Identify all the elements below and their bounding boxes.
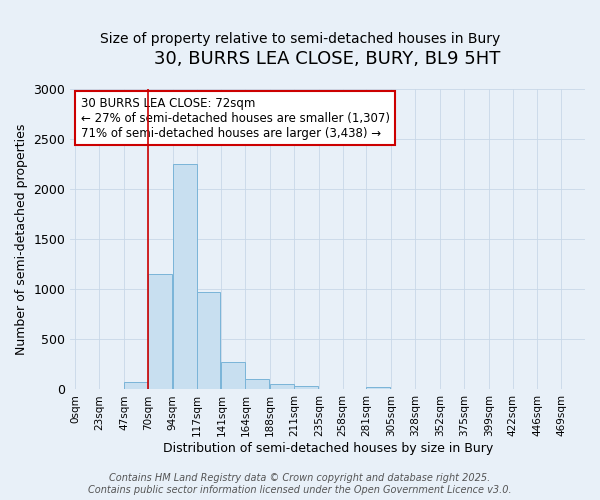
- Bar: [124, 382, 148, 390]
- X-axis label: Distribution of semi-detached houses by size in Bury: Distribution of semi-detached houses by …: [163, 442, 493, 455]
- Bar: [245, 379, 269, 390]
- Y-axis label: Number of semi-detached properties: Number of semi-detached properties: [15, 124, 28, 355]
- Bar: [148, 274, 172, 390]
- Text: Size of property relative to semi-detached houses in Bury: Size of property relative to semi-detach…: [100, 32, 500, 46]
- Text: Contains HM Land Registry data © Crown copyright and database right 2025.
Contai: Contains HM Land Registry data © Crown c…: [88, 474, 512, 495]
- Title: 30, BURRS LEA CLOSE, BURY, BL9 5HT: 30, BURRS LEA CLOSE, BURY, BL9 5HT: [154, 50, 501, 68]
- Bar: [319, 388, 343, 390]
- Bar: [294, 386, 318, 390]
- Bar: [367, 387, 391, 390]
- Bar: [197, 292, 220, 390]
- Bar: [173, 164, 197, 390]
- Bar: [270, 384, 294, 390]
- Text: 30 BURRS LEA CLOSE: 72sqm
← 27% of semi-detached houses are smaller (1,307)
71% : 30 BURRS LEA CLOSE: 72sqm ← 27% of semi-…: [80, 96, 389, 140]
- Bar: [221, 362, 245, 390]
